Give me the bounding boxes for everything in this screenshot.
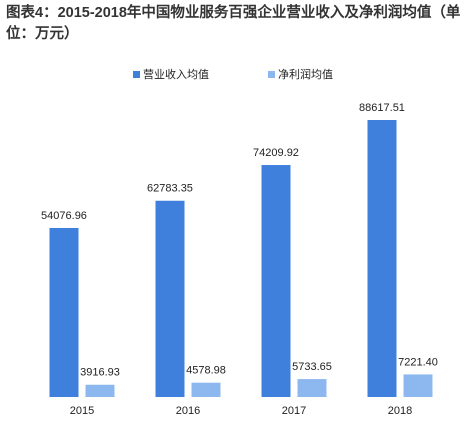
- x-tick-label: 2016: [176, 405, 200, 417]
- data-label: 7221.40: [398, 356, 438, 368]
- data-label: 4578.98: [186, 365, 226, 377]
- data-label: 62783.35: [147, 183, 193, 195]
- bar: [49, 227, 79, 397]
- x-tick-label: 2015: [70, 405, 94, 417]
- data-label: 74209.92: [253, 147, 299, 159]
- bar: [297, 379, 327, 397]
- bar: [261, 165, 291, 397]
- data-label: 54076.96: [41, 210, 87, 222]
- data-label: 3916.93: [80, 367, 120, 379]
- data-label: 5733.65: [292, 361, 332, 373]
- x-tick-label: 2017: [282, 405, 306, 417]
- chart-title: 图表4：2015-2018年中国物业服务百强企业营业收入及净利润均值（单位：万元…: [6, 5, 461, 42]
- x-tick-label: 2018: [388, 405, 412, 417]
- bar: [85, 384, 115, 397]
- bar: [191, 382, 221, 397]
- legend-label: 营业收入均值: [143, 67, 209, 81]
- bar: [367, 120, 397, 397]
- legend-swatch: [268, 71, 275, 78]
- bar: [155, 200, 185, 397]
- legend-swatch: [133, 71, 140, 78]
- data-label: 88617.51: [359, 102, 405, 114]
- legend-label: 净利润均值: [278, 67, 333, 81]
- bar: [403, 374, 433, 397]
